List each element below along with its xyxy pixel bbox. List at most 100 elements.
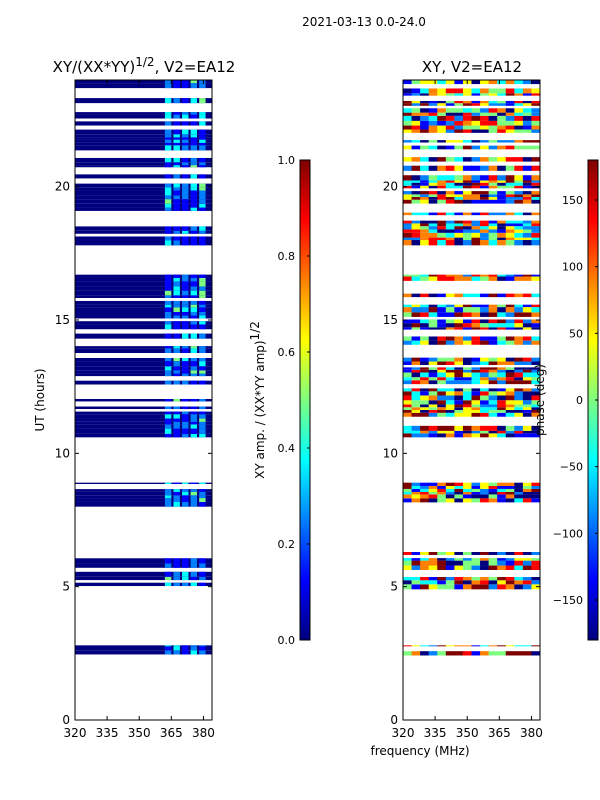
heatmap-cell bbox=[514, 327, 524, 330]
heatmap-cell bbox=[437, 372, 447, 378]
heatmap-cell bbox=[182, 165, 189, 168]
heatmap-cell bbox=[420, 372, 430, 378]
heatmap-cell bbox=[411, 165, 421, 171]
heatmap-cell bbox=[454, 433, 464, 438]
heatmap-cell bbox=[428, 100, 438, 104]
heatmap-cell bbox=[462, 580, 472, 585]
heatmap-cell bbox=[480, 558, 490, 561]
heatmap-cell bbox=[488, 430, 498, 434]
heatmap-cell bbox=[454, 232, 464, 238]
heatmap-cell bbox=[462, 223, 472, 227]
heatmap-cell bbox=[531, 120, 540, 126]
heatmap-cell bbox=[182, 428, 189, 434]
heatmap-cell bbox=[480, 552, 490, 555]
heatmap-cell bbox=[471, 140, 481, 143]
heatmap-cell bbox=[505, 240, 515, 246]
heatmap-cell bbox=[480, 651, 490, 656]
heatmap-cell bbox=[462, 240, 472, 246]
heatmap-cell bbox=[488, 165, 498, 171]
heatmap-cell bbox=[488, 307, 498, 313]
heatmap-cell bbox=[505, 140, 515, 143]
heatmap-cell bbox=[454, 157, 464, 162]
heatmap-cell bbox=[420, 312, 430, 317]
heatmap-cell bbox=[411, 212, 421, 216]
heatmap-cell bbox=[403, 307, 413, 313]
heatmap-cell bbox=[505, 377, 515, 381]
heatmap-cell bbox=[531, 377, 540, 381]
heatmap-cell bbox=[428, 319, 438, 324]
heatmap-cell bbox=[428, 157, 438, 162]
heatmap-cell bbox=[505, 492, 515, 495]
heatmap-cell bbox=[437, 112, 447, 116]
heatmap-cell bbox=[190, 112, 198, 115]
heatmap-cell bbox=[531, 323, 540, 328]
heatmap-cell bbox=[454, 372, 464, 378]
heatmap-cell bbox=[199, 398, 206, 402]
heatmap-cell bbox=[514, 357, 524, 362]
heatmap-cell bbox=[462, 488, 472, 493]
heatmap-cell bbox=[199, 311, 206, 316]
heatmap-cell bbox=[505, 112, 515, 116]
heatmap-cell bbox=[173, 286, 180, 291]
heatmap-cell bbox=[173, 571, 180, 577]
heatmap-cell bbox=[445, 129, 455, 133]
heatmap-cell bbox=[182, 380, 189, 385]
heatmap-cell bbox=[522, 180, 532, 183]
heatmap-cell bbox=[531, 312, 540, 317]
heatmap-cell bbox=[173, 129, 180, 135]
heatmap-row bbox=[75, 333, 212, 339]
heatmap-cell bbox=[462, 560, 472, 566]
heatmap-cell bbox=[420, 580, 430, 585]
heatmap-cell bbox=[437, 194, 447, 198]
heatmap-cell bbox=[505, 340, 515, 345]
heatmap-cell bbox=[164, 307, 172, 312]
heatmap-cell bbox=[480, 580, 490, 585]
heatmap-cell bbox=[428, 395, 438, 401]
heatmap-row bbox=[75, 380, 212, 385]
heatmap-cell bbox=[420, 357, 430, 362]
heatmap-cell bbox=[403, 485, 413, 489]
heatmap-cell bbox=[471, 323, 481, 328]
heatmap-cell bbox=[480, 185, 490, 189]
heatmap-cell bbox=[199, 174, 206, 179]
heatmap-cell bbox=[488, 395, 498, 401]
heatmap-cell bbox=[497, 312, 507, 317]
heatmap-cell bbox=[480, 367, 490, 370]
heatmap-cell bbox=[480, 412, 490, 417]
heatmap-cell bbox=[514, 232, 524, 238]
heatmap-cell bbox=[190, 295, 198, 298]
heatmap-cell bbox=[445, 175, 455, 181]
heatmap-cell bbox=[420, 125, 430, 130]
heatmap-cell bbox=[454, 185, 464, 189]
heatmap-cell bbox=[531, 145, 540, 150]
heatmap-cell bbox=[471, 577, 481, 581]
heatmap-row bbox=[75, 112, 212, 115]
heatmap-cell bbox=[462, 237, 472, 241]
heatmap-cell bbox=[445, 357, 455, 362]
heatmap-cell bbox=[505, 229, 515, 233]
heatmap-cell bbox=[497, 645, 507, 647]
heatmap-cell bbox=[182, 433, 189, 438]
heatmap-cell bbox=[445, 485, 455, 489]
heatmap-cell bbox=[505, 482, 515, 486]
heatmap-cell bbox=[488, 226, 498, 230]
heatmap-cell bbox=[488, 185, 498, 189]
heatmap-cell bbox=[505, 433, 515, 438]
heatmap-cell bbox=[497, 327, 507, 330]
heatmap-cell bbox=[173, 482, 180, 485]
heatmap-cell bbox=[437, 565, 447, 570]
heatmap-cell bbox=[497, 372, 507, 378]
heatmap-cell bbox=[514, 391, 524, 396]
x-tick-label: 365 bbox=[488, 726, 511, 740]
heatmap-cell bbox=[471, 93, 481, 96]
heatmap-cell bbox=[437, 357, 447, 362]
heatmap-cell bbox=[514, 194, 524, 198]
heatmap-cell bbox=[488, 377, 498, 381]
heatmap-cell bbox=[514, 140, 524, 143]
heatmap-cell bbox=[199, 114, 206, 119]
heatmap-cell bbox=[411, 645, 421, 647]
heatmap-cell bbox=[462, 367, 472, 370]
heatmap-cell bbox=[505, 307, 515, 313]
heatmap-cell bbox=[514, 226, 524, 230]
heatmap-cell bbox=[522, 103, 532, 106]
